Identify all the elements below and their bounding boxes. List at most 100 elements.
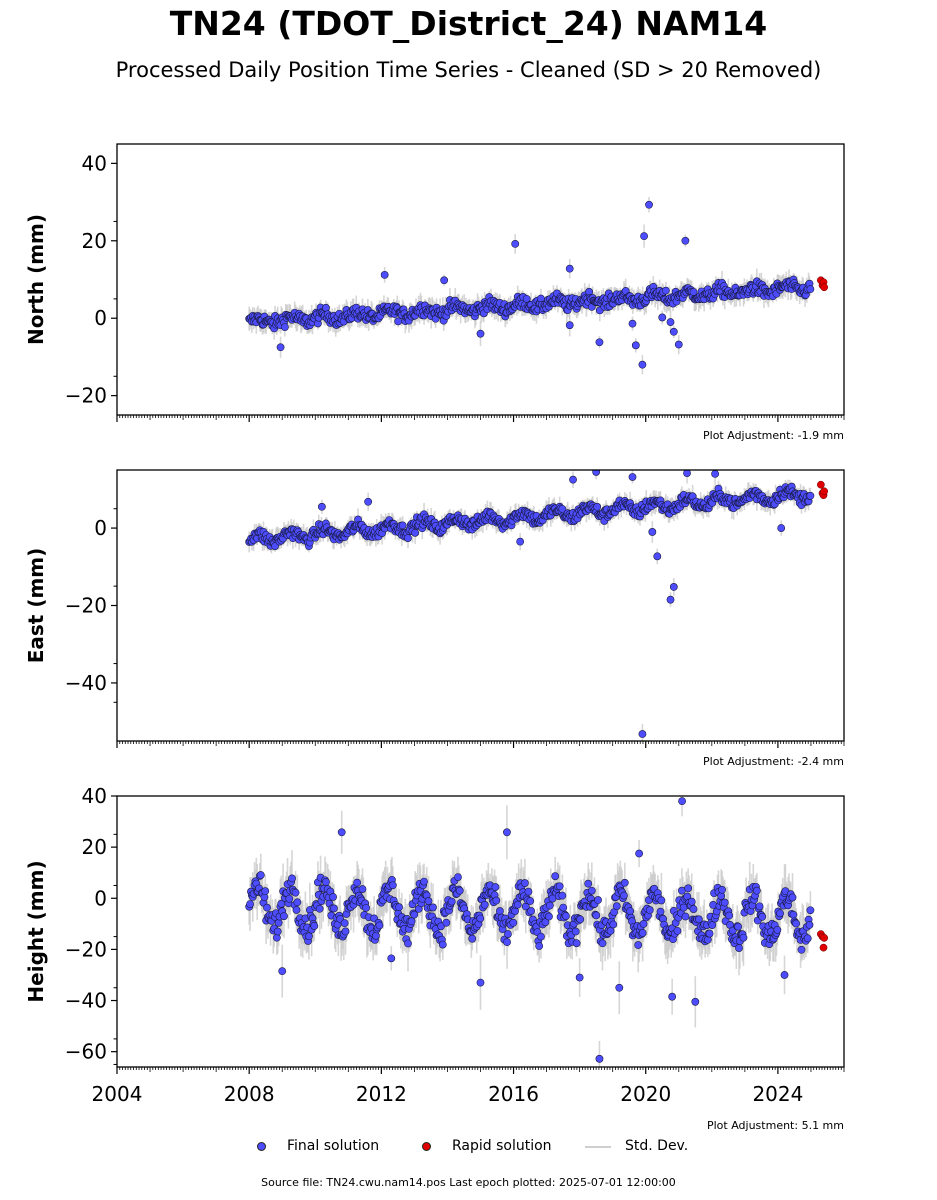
north-y-axis-label: North (mm) [24, 214, 48, 345]
height-final-point [595, 1054, 604, 1063]
east-final-point [317, 502, 326, 511]
height-final-point [447, 897, 456, 906]
height-final-point [315, 904, 324, 913]
height-final-point [278, 967, 287, 976]
north-final-point [638, 360, 647, 369]
height-final-point [626, 907, 635, 916]
height-final-point [371, 931, 380, 940]
height-final-point [476, 914, 485, 923]
height-final-point [362, 903, 370, 912]
height-final-point [681, 912, 690, 921]
source-file-footer: Source file: TN24.cwu.nam14.pos Last epo… [261, 1176, 676, 1189]
east-final-point [628, 473, 637, 481]
north-final-point [669, 327, 678, 336]
height-final-point [545, 901, 554, 910]
height-final-point [375, 921, 384, 930]
height-final-point [668, 992, 677, 1001]
height-final-point [594, 896, 602, 904]
height-y-tick-label: −40 [65, 989, 107, 1013]
east-final-point [516, 537, 525, 546]
north-final-point [628, 319, 637, 328]
north-final-point [640, 232, 648, 241]
height-final-point [495, 907, 504, 915]
height-final-point [545, 912, 553, 921]
east-final-point [592, 470, 601, 476]
east-y-tick-label: 0 [94, 516, 107, 540]
height-final-point [720, 898, 729, 907]
height-x-tick-label: 2024 [752, 1082, 803, 1106]
height-final-point [612, 902, 621, 911]
height-final-point [329, 893, 337, 901]
east-y-tick-label: −40 [65, 671, 107, 695]
height-final-point [634, 941, 643, 949]
height-final-point [805, 921, 814, 929]
height-final-point [420, 877, 428, 886]
chart-subtitle: Processed Daily Position Time Series - C… [115, 58, 822, 82]
height-final-point [438, 940, 447, 949]
height-rapid-points [817, 930, 829, 952]
height-final-point [615, 983, 624, 992]
height-final-point [780, 971, 789, 979]
height-final-point [454, 873, 462, 881]
north-final-point [394, 317, 403, 326]
height-final-point [705, 929, 714, 938]
height-final-point [645, 906, 654, 914]
height-final-point [551, 872, 560, 881]
height-x-axis: 2004 2008 2012 2016 2020 2024 [92, 1067, 845, 1106]
east-y-axis-label: East (mm) [24, 548, 48, 664]
height-final-point [292, 906, 301, 914]
north-y-tick-label: 40 [82, 151, 107, 175]
height-final-point [684, 884, 693, 893]
north-final-point [631, 341, 640, 350]
height-final-point [562, 912, 570, 920]
height-final-point [571, 927, 580, 936]
east-final-point [404, 534, 412, 542]
height-final-point [609, 920, 618, 929]
height-final-point [280, 912, 288, 921]
north-final-point [681, 236, 690, 245]
north-final-point [661, 286, 670, 295]
east-plot-adjustment: Plot Adjustment: -2.4 mm [703, 755, 844, 768]
height-final-point [755, 902, 764, 911]
north-rapid-points [817, 276, 829, 292]
height-final-point [476, 978, 485, 987]
height-final-point [725, 911, 734, 920]
height-x-tick-label: 2020 [620, 1082, 671, 1106]
final-solution-marker-icon [257, 1142, 266, 1151]
chart-title: TN24 (TDOT_District_24) NAM14 [169, 4, 768, 43]
north-plot-frame [116, 143, 845, 416]
north-final-point [322, 303, 330, 312]
east-final-point [638, 730, 647, 738]
height-final-point [797, 945, 806, 954]
height-final-point [492, 896, 501, 905]
north-final-point [595, 338, 604, 347]
north-final-point [511, 239, 520, 248]
height-final-point [322, 878, 330, 886]
height-final-point [442, 918, 451, 927]
north-final-point [276, 343, 285, 352]
height-final-point [803, 934, 812, 943]
height-final-point [708, 921, 717, 929]
height-final-points [245, 797, 815, 1063]
north-final-point [565, 321, 574, 330]
height-final-point [537, 932, 545, 941]
height-final-point [638, 928, 647, 937]
height-final-point [504, 930, 512, 938]
height-final-point [587, 886, 596, 895]
height-rapid-point [819, 943, 828, 952]
height-final-point [752, 886, 761, 895]
height-final-point [739, 933, 748, 942]
height-x-tick-label: 2016 [488, 1082, 539, 1106]
east-final-point [666, 595, 675, 604]
height-x-tick-label: 2008 [224, 1082, 275, 1106]
height-x-tick-label: 2012 [356, 1082, 407, 1106]
north-final-point [565, 264, 574, 273]
height-final-point [555, 882, 564, 891]
height-final-point [404, 939, 412, 948]
height-final-point [620, 891, 628, 900]
height-final-point [527, 907, 536, 915]
height-y-tick-label: 40 [82, 784, 107, 808]
height-final-point [520, 879, 529, 887]
east-final-points [245, 470, 815, 738]
east-final-point [398, 521, 407, 530]
